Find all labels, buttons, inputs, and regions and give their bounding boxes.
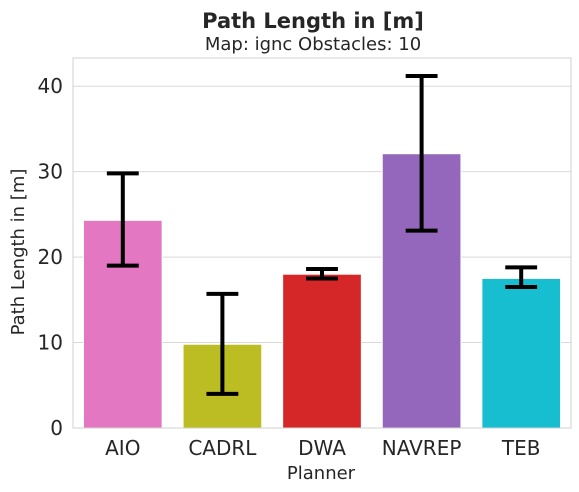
error-bar-cadrl bbox=[206, 291, 239, 396]
y-tick-label: 0 bbox=[50, 416, 63, 440]
error-bar-teb bbox=[505, 265, 538, 290]
error-bar-aio bbox=[106, 171, 139, 268]
bar-teb bbox=[481, 277, 562, 429]
x-tick-label: DWA bbox=[298, 436, 346, 460]
chart-subtitle: Map: ignc Obstacles: 10 bbox=[205, 34, 421, 55]
y-axis-label: Path Length in [m] bbox=[8, 169, 29, 336]
x-tick-label: TEB bbox=[501, 436, 541, 460]
y-tick-labels: 0 10 20 30 40 bbox=[38, 74, 63, 440]
chart-title: Path Length in [m] bbox=[202, 9, 424, 33]
bar-dwa bbox=[282, 273, 362, 429]
error-bar-navrep bbox=[405, 73, 438, 233]
x-tick-labels: AIO CADRL DWA NAVREP TEB bbox=[105, 436, 540, 460]
x-tick-label: NAVREP bbox=[382, 436, 462, 460]
x-tick-label: CADRL bbox=[188, 436, 257, 460]
y-tick-label: 40 bbox=[38, 74, 63, 98]
x-axis-label: Planner bbox=[287, 463, 356, 484]
x-tick-label: AIO bbox=[105, 436, 140, 460]
y-tick-label: 10 bbox=[38, 331, 63, 355]
error-bars bbox=[106, 73, 538, 396]
bars bbox=[82, 153, 562, 429]
plot-frame bbox=[72, 57, 572, 429]
y-tick-label: 30 bbox=[38, 160, 63, 184]
error-bar-dwa bbox=[306, 267, 338, 281]
y-tick-label: 20 bbox=[38, 245, 63, 269]
